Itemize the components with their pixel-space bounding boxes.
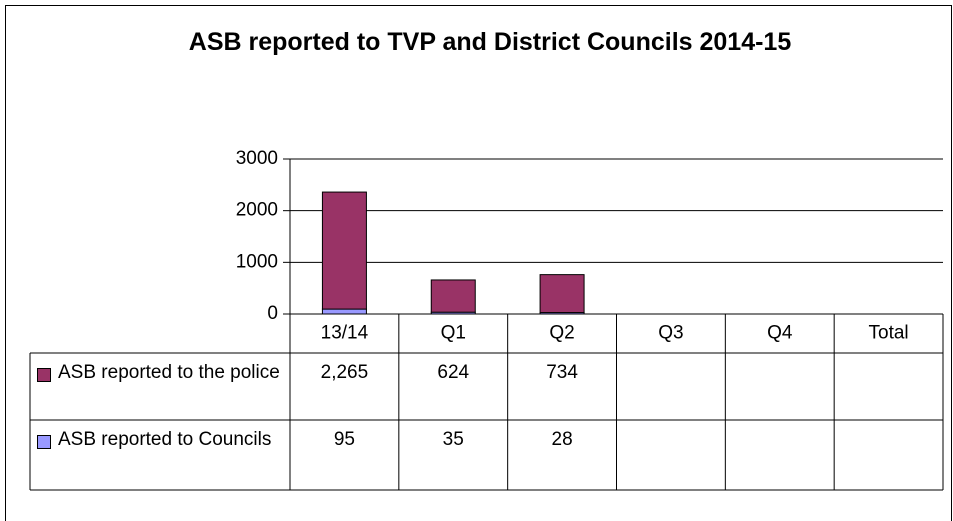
y-tick-label: 2000 xyxy=(236,200,278,221)
x-tick-label: Q1 xyxy=(441,323,466,344)
y-tick-label: 0 xyxy=(267,303,278,324)
y-tick-label: 1000 xyxy=(236,251,278,272)
table-value: 734 xyxy=(546,362,578,383)
x-tick-label: Q4 xyxy=(767,323,793,344)
table-value: 2,265 xyxy=(321,362,369,383)
legend-label: ASB reported to Councils xyxy=(58,429,272,450)
legend-swatch xyxy=(37,368,51,382)
y-tick-label: 3000 xyxy=(236,148,278,169)
chart-title: ASB reported to TVP and District Council… xyxy=(188,28,792,56)
bar xyxy=(430,279,476,313)
x-tick-label: 13/14 xyxy=(321,323,369,344)
table-value: 624 xyxy=(437,362,469,383)
legend-swatch xyxy=(37,435,51,449)
table-value: 28 xyxy=(552,429,573,450)
bar xyxy=(539,274,585,314)
chart-frame xyxy=(5,5,952,521)
bar xyxy=(321,308,367,315)
table-value: 95 xyxy=(334,429,355,450)
legend-label: ASB reported to the police xyxy=(58,362,280,383)
x-tick-label: Q3 xyxy=(658,323,683,344)
x-tick-label: Q2 xyxy=(549,323,574,344)
x-tick-label: Total xyxy=(869,323,909,344)
table-value: 35 xyxy=(443,429,464,450)
bar xyxy=(321,191,367,310)
